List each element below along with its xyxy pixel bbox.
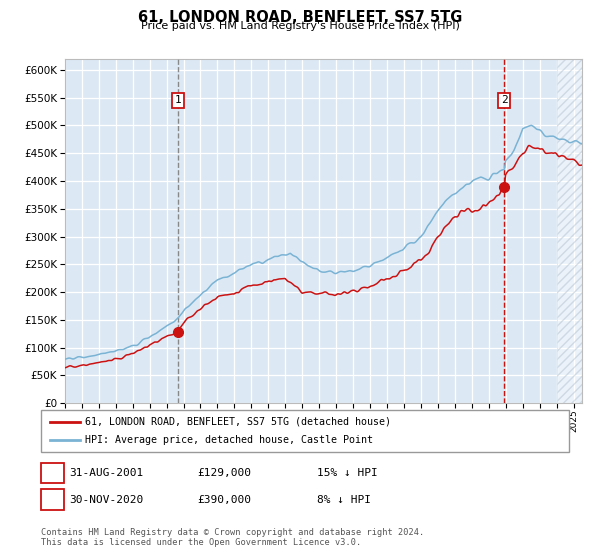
Text: 8% ↓ HPI: 8% ↓ HPI [317,494,371,505]
Text: HPI: Average price, detached house, Castle Point: HPI: Average price, detached house, Cast… [85,435,373,445]
Text: 1: 1 [49,468,56,478]
Text: 15% ↓ HPI: 15% ↓ HPI [317,468,377,478]
Text: Price paid vs. HM Land Registry's House Price Index (HPI): Price paid vs. HM Land Registry's House … [140,21,460,31]
Text: 2: 2 [49,494,56,505]
Text: 61, LONDON ROAD, BENFLEET, SS7 5TG: 61, LONDON ROAD, BENFLEET, SS7 5TG [138,10,462,25]
Text: 30-NOV-2020: 30-NOV-2020 [70,494,144,505]
Text: 61, LONDON ROAD, BENFLEET, SS7 5TG (detached house): 61, LONDON ROAD, BENFLEET, SS7 5TG (deta… [85,417,391,427]
Text: 2: 2 [501,95,508,105]
Text: Contains HM Land Registry data © Crown copyright and database right 2024.
This d: Contains HM Land Registry data © Crown c… [41,528,424,547]
Text: £129,000: £129,000 [197,468,251,478]
Bar [557,59,582,403]
Text: £390,000: £390,000 [197,494,251,505]
Text: 31-AUG-2001: 31-AUG-2001 [70,468,144,478]
Text: 1: 1 [175,95,181,105]
